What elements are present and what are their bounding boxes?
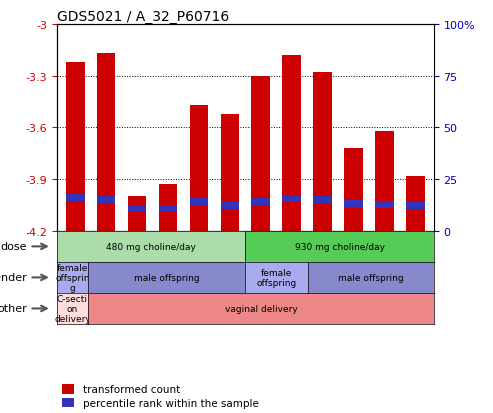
Bar [282, 56, 301, 231]
Bar [251, 76, 270, 231]
Text: 930 mg choline/day: 930 mg choline/day [294, 242, 385, 251]
Bar [375, 131, 393, 231]
Text: 480 mg choline/day: 480 mg choline/day [106, 242, 196, 251]
Text: vaginal delivery: vaginal delivery [225, 304, 297, 313]
Bar [190, 199, 208, 206]
Text: female
offsprin
g: female offsprin g [55, 263, 90, 292]
Bar [375, 201, 393, 208]
Bar [220, 203, 239, 210]
Text: dose: dose [0, 242, 27, 252]
Text: male offspring: male offspring [338, 273, 404, 282]
Bar [190, 106, 208, 231]
Bar [282, 195, 301, 202]
Bar [66, 63, 84, 231]
Text: other: other [0, 304, 27, 314]
Bar [66, 194, 84, 201]
Text: GDS5021 / A_32_P60716: GDS5021 / A_32_P60716 [57, 10, 229, 24]
Bar [251, 199, 270, 206]
Text: female
offspring: female offspring [256, 268, 297, 287]
Bar [344, 149, 363, 231]
Bar [97, 54, 115, 231]
Bar [406, 203, 424, 210]
Bar [128, 205, 146, 212]
Bar [159, 205, 177, 212]
Bar [159, 185, 177, 231]
Bar [313, 73, 332, 231]
Text: gender: gender [0, 273, 27, 283]
Bar [313, 197, 332, 204]
Bar [344, 200, 363, 207]
Text: C-secti
on
delivery: C-secti on delivery [54, 294, 91, 323]
Text: male offspring: male offspring [134, 273, 200, 282]
Bar [406, 176, 424, 231]
Bar [128, 197, 146, 231]
Bar [97, 197, 115, 204]
Bar [220, 114, 239, 231]
Legend: transformed count, percentile rank within the sample: transformed count, percentile rank withi… [62, 384, 259, 408]
